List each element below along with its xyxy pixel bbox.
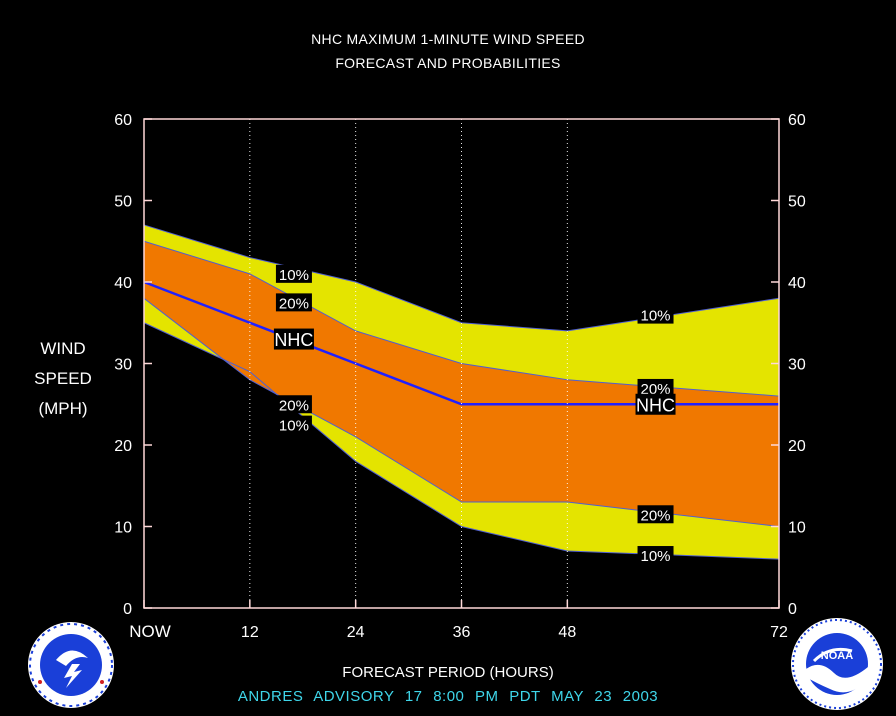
annotation-text-8: 20% — [641, 507, 671, 524]
x-tick-label-36: 36 — [453, 624, 471, 641]
annotation-text-6: 20% — [641, 381, 671, 398]
annotation-label-8: 20% — [637, 505, 674, 524]
y-tick-label-left-10: 10 — [114, 520, 132, 537]
y-tick-label-left-30: 30 — [114, 357, 132, 374]
x-tick-label-72: 72 — [770, 624, 788, 641]
annotation-label-2: NHC — [273, 328, 314, 350]
annotation-text-7: NHC — [636, 395, 675, 415]
advisory-footer: ANDRES ADVISORY 17 8:00 PM PDT MAY 23 20… — [237, 688, 659, 705]
y-tick-label-left-60: 60 — [114, 112, 132, 129]
chart-title: NHC MAXIMUM 1-MINUTE WIND SPEED — [311, 31, 585, 47]
annotation-box-5 — [637, 305, 674, 324]
annotation-box-7 — [635, 393, 676, 415]
noaa-logo-icon: NOAA — [791, 618, 883, 710]
annotation-box-0 — [275, 264, 312, 283]
y-tick-label-right-20: 20 — [788, 438, 806, 455]
annotation-label-3: 20% — [275, 395, 312, 414]
annotation-label-4: 10% — [275, 415, 312, 435]
annotation-label-0: 10% — [275, 264, 312, 284]
annotation-text-4: 10% — [279, 418, 309, 435]
series-boundary-lower-20pct — [143, 297, 780, 527]
noaa-logo-text: NOAA — [821, 650, 853, 662]
nws-logo-icon — [28, 622, 114, 708]
annotation-box-1 — [275, 293, 312, 312]
x-axis-title: FORECAST PERIOD (HOURS) — [342, 664, 554, 681]
annotation-label-5: 10% — [637, 305, 674, 325]
y-tick-label-right-40: 40 — [788, 275, 806, 292]
annotation-label-1: 20% — [275, 293, 312, 312]
x-tick-label-24: 24 — [347, 624, 365, 641]
series-line-nhc — [143, 280, 779, 406]
y-tick-label-left-0: 0 — [123, 601, 132, 618]
y-axis-label-line-1: WIND — [40, 339, 86, 358]
y-tick-label-right-50: 50 — [788, 194, 806, 211]
y-tick-label-right-10: 10 — [788, 520, 806, 537]
series-boundary-lower-10pct — [143, 322, 780, 560]
annotation-box-9 — [637, 546, 674, 565]
series-boundary-upper-20pct — [143, 240, 780, 397]
y-tick-label-right-30: 30 — [788, 357, 806, 374]
y-tick-label-left-40: 40 — [114, 275, 132, 292]
y-tick-label-left-20: 20 — [114, 438, 132, 455]
annotation-text-5: 10% — [641, 308, 671, 325]
x-tick-label-48: 48 — [558, 624, 576, 641]
annotation-box-3 — [275, 395, 312, 414]
annotation-text-0: 10% — [279, 267, 309, 284]
annotation-label-9: 10% — [637, 546, 674, 565]
annotation-text-1: 20% — [279, 295, 309, 312]
y-axis-label-line-3: (MPH) — [38, 399, 88, 418]
y-tick-label-right-60: 60 — [788, 112, 806, 129]
annotation-text-9: 10% — [641, 548, 671, 565]
y-tick-label-left-50: 50 — [114, 194, 132, 211]
annotation-text-3: 20% — [279, 397, 309, 414]
annotation-box-6 — [637, 378, 674, 397]
y-axis-label-line-2: SPEED — [34, 369, 92, 388]
annotation-label-7: NHC — [635, 393, 676, 415]
x-tick-label-12: 12 — [241, 624, 259, 641]
annotation-box-2 — [273, 328, 314, 350]
y-tick-label-right-0: 0 — [788, 601, 797, 618]
annotation-text-2: NHC — [274, 330, 313, 350]
annotation-label-6: 20% — [637, 378, 674, 398]
series-boundary-upper-10pct — [143, 224, 780, 332]
chart-subtitle: FORECAST AND PROBABILITIES — [335, 55, 561, 71]
annotation-box-4 — [275, 415, 312, 434]
x-tick-label-NOW: NOW — [129, 622, 171, 641]
annotation-box-8 — [637, 505, 674, 524]
